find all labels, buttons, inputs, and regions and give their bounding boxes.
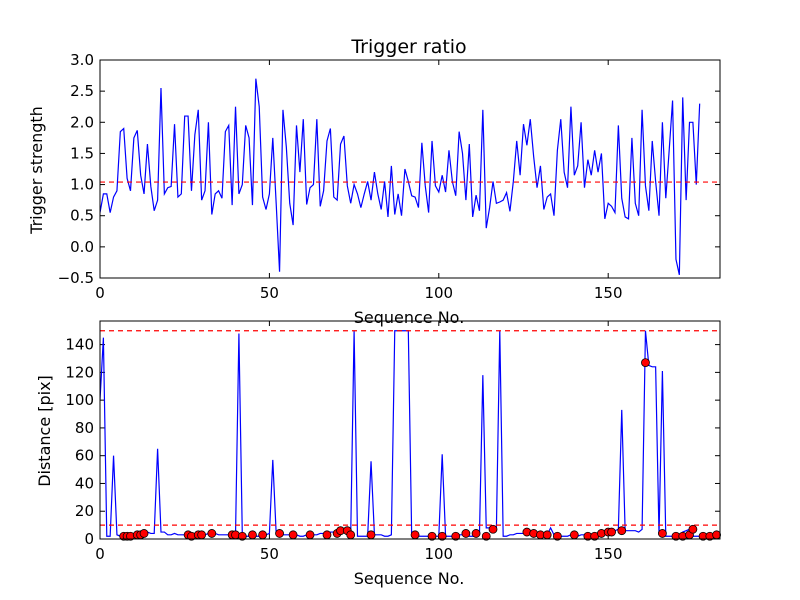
bottom-xtick-label: 150 bbox=[594, 545, 623, 563]
bottom-ytick-label: 120 bbox=[65, 363, 94, 381]
top-ytick-label: 2.5 bbox=[70, 82, 94, 100]
top-xtick-label: 150 bbox=[594, 284, 623, 302]
bottom-frame bbox=[99, 320, 721, 540]
data-point bbox=[471, 529, 481, 538]
bottom-ytick-label: 60 bbox=[75, 447, 94, 465]
top-ytick-label: 0.0 bbox=[70, 238, 94, 256]
data-point bbox=[617, 526, 627, 536]
top-plot-area: 0 50 100 150 −0.5 0.0 0.5 1.0 1.5 2.0 2.5 3.0 bbox=[58, 51, 721, 302]
data-point bbox=[248, 530, 257, 540]
top-xtick-label: 50 bbox=[260, 284, 279, 302]
top-xtick-label: 100 bbox=[424, 284, 453, 302]
data-point bbox=[366, 530, 376, 540]
data-point bbox=[288, 530, 298, 540]
data-point bbox=[658, 529, 667, 538]
data-point bbox=[641, 358, 650, 368]
bottom-chart-ylabel: Distance [pix] bbox=[35, 375, 54, 487]
data-point bbox=[552, 531, 562, 541]
data-point bbox=[481, 531, 491, 541]
top-ytick-label: 3.0 bbox=[70, 51, 94, 69]
top-chart-title: Trigger ratio bbox=[350, 36, 466, 58]
data-point bbox=[237, 531, 247, 541]
top-ytick-label: 0.5 bbox=[70, 207, 94, 225]
top-ytick-label: 1.0 bbox=[70, 176, 94, 194]
bottom-ytick-label: 20 bbox=[75, 502, 94, 520]
data-point bbox=[569, 530, 579, 540]
data-point bbox=[258, 530, 268, 540]
data-point bbox=[542, 530, 552, 540]
top-ytick-label: −0.5 bbox=[58, 269, 94, 287]
trigger-strength-line bbox=[100, 78, 701, 276]
top-ytick-label: 1.5 bbox=[70, 144, 94, 162]
data-point bbox=[451, 531, 461, 541]
data-point bbox=[437, 531, 447, 541]
data-point bbox=[607, 527, 616, 537]
bottom-ytick-label: 0 bbox=[84, 530, 94, 548]
data-point bbox=[712, 530, 722, 540]
bottom-chart-xlabel: Sequence No. bbox=[354, 569, 465, 588]
bottom-ytick-label: 140 bbox=[65, 336, 94, 354]
bottom-ytick-label: 80 bbox=[75, 419, 94, 437]
data-point bbox=[275, 529, 284, 538]
bottom-xtick-label: 100 bbox=[424, 545, 453, 563]
data-point bbox=[139, 529, 149, 538]
bottom-ytick-label: 40 bbox=[75, 474, 94, 492]
data-point bbox=[410, 530, 420, 540]
bottom-xtick-label: 50 bbox=[260, 545, 279, 563]
top-chart-ylabel: Trigger strength bbox=[27, 106, 46, 235]
data-point bbox=[488, 524, 498, 534]
bottom-xtick-label: 0 bbox=[95, 545, 105, 563]
top-xtick-label: 0 bbox=[95, 284, 105, 302]
data-point bbox=[461, 529, 471, 538]
bottom-plot-area: 0 50 100 150 0 20 40 60 80 100 120 140 bbox=[65, 320, 722, 563]
data-point bbox=[346, 530, 356, 540]
distance-chart: 0 50 100 150 0 20 40 60 80 100 120 140 Sequence No.… bbox=[35, 320, 722, 588]
trigger-ratio-chart: Trigger ratio 0 50 100 150 −0.5 0.0 0.5 1.0 1.5 2… bbox=[27, 36, 721, 327]
data-point bbox=[688, 524, 698, 534]
top-frame bbox=[99, 59, 721, 279]
data-point bbox=[207, 529, 217, 538]
top-series-group bbox=[100, 78, 720, 276]
data-point bbox=[427, 531, 437, 541]
top-ytick-label: 2.0 bbox=[70, 113, 94, 131]
data-point bbox=[305, 530, 315, 540]
data-point bbox=[197, 530, 207, 540]
data-point bbox=[322, 530, 332, 540]
top-chart-xlabel: Sequence No. bbox=[354, 308, 465, 327]
bottom-ytick-label: 100 bbox=[65, 391, 94, 409]
